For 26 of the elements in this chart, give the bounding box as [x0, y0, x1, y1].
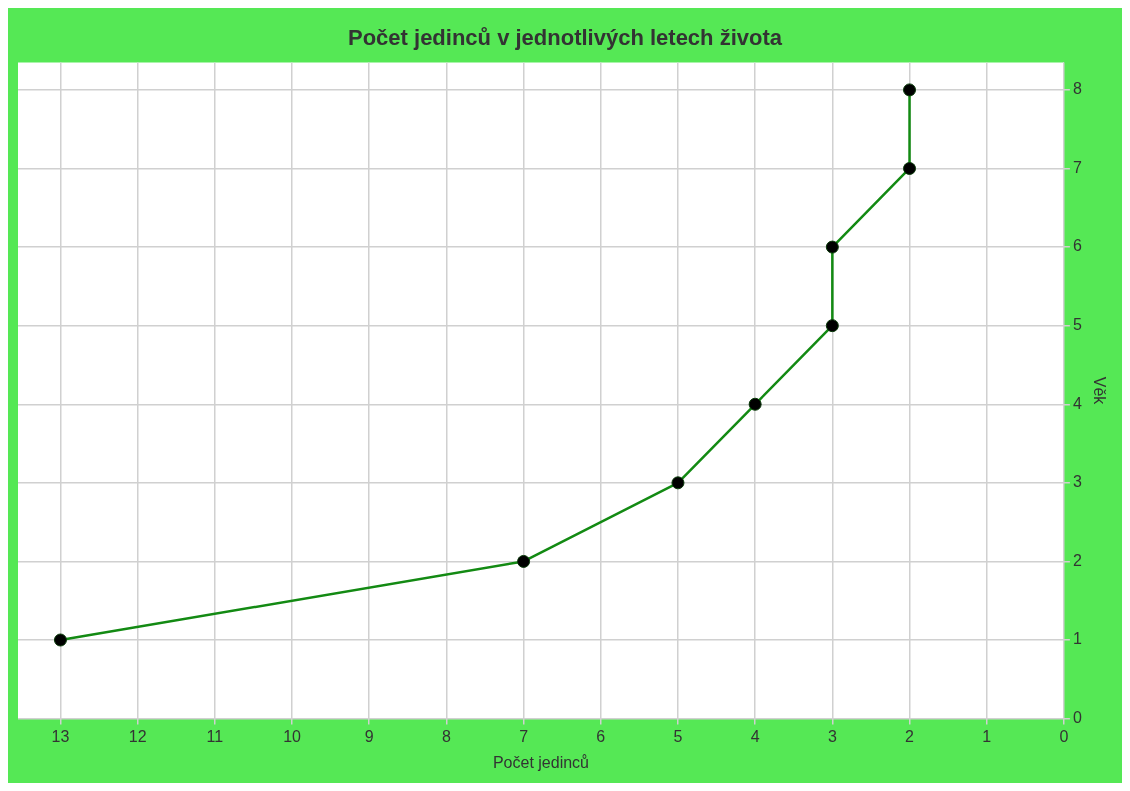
x-tick-label: 6: [596, 727, 606, 745]
y-tick-label: 3: [1072, 473, 1082, 491]
y-tick-label: 8: [1072, 80, 1082, 98]
y-tick-label: 4: [1072, 394, 1082, 412]
x-tick-label: 1: [982, 727, 992, 745]
x-tick-label: 5: [673, 727, 683, 745]
y-axis-title: Věk: [1090, 376, 1108, 406]
x-tick-label: 8: [441, 727, 451, 745]
x-tick-label: 2: [905, 727, 915, 745]
y-tick-label: 1: [1072, 630, 1082, 648]
y-tick-label: 6: [1072, 237, 1082, 255]
x-tick-label: 9: [364, 727, 374, 745]
y-tick-label: 7: [1072, 158, 1082, 176]
x-tick-label: 13: [51, 727, 70, 745]
x-tick-label: 4: [750, 727, 760, 745]
x-tick-label: 11: [206, 727, 224, 745]
x-tick-label: 12: [128, 727, 147, 745]
x-tick-label: 7: [519, 727, 529, 745]
x-tick-label: 0: [1059, 727, 1069, 745]
x-axis-title: Počet jedinců: [492, 753, 589, 771]
y-tick-label: 2: [1072, 551, 1082, 569]
y-tick-label: 5: [1072, 316, 1082, 334]
x-tick-label: 10: [283, 727, 302, 745]
chart-title: Počet jedinců v jednotlivých letech života: [347, 25, 783, 51]
y-tick-label: 0: [1072, 709, 1082, 727]
x-tick-label: 3: [827, 727, 837, 745]
